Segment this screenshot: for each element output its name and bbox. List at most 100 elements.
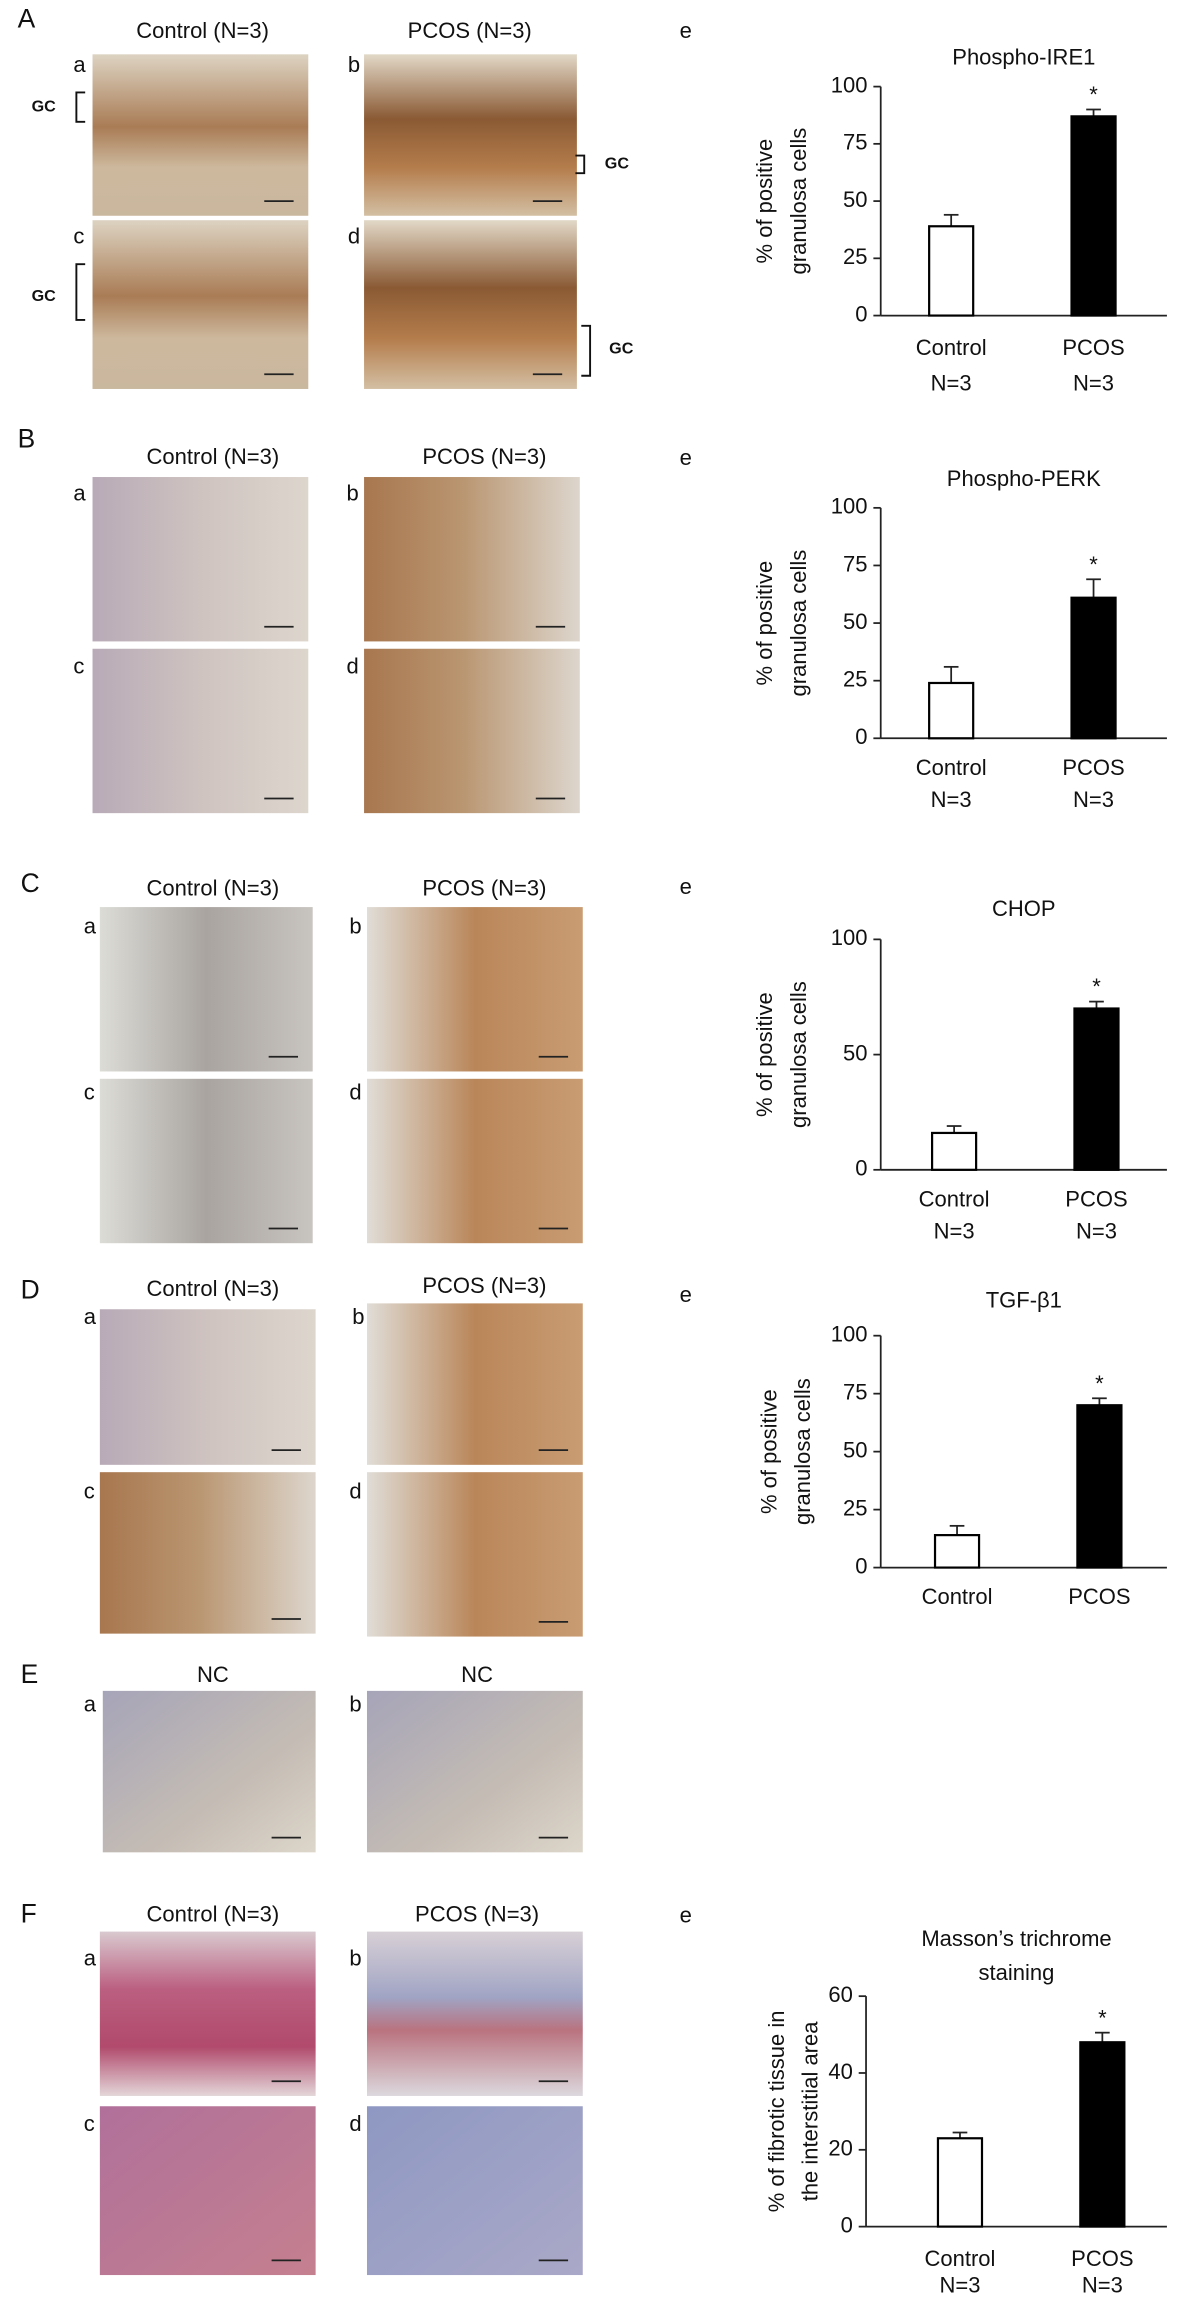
panel-label: e: [680, 18, 692, 43]
sublabel: d: [346, 654, 358, 679]
micrograph: [366, 1472, 583, 1637]
micrograph: [102, 1690, 316, 1853]
panel-header: PCOS (N=3): [422, 875, 546, 900]
sublabel: c: [84, 1479, 95, 1504]
micrograph: [99, 1309, 316, 1465]
y-tick-label: 40: [828, 2059, 852, 2084]
micrograph: [99, 1472, 316, 1634]
sublabel: d: [349, 1079, 361, 1104]
x-tick-label: Control: [919, 1186, 990, 1211]
panel-letter: B: [18, 423, 36, 453]
micrograph: [92, 54, 309, 216]
x-tick-label: Control: [922, 1584, 993, 1609]
y-tick-label: 50: [843, 1437, 867, 1462]
sublabel: d: [348, 224, 360, 249]
y-tick-label: 0: [855, 1156, 867, 1181]
panel-header: Control (N=3): [147, 1901, 280, 1926]
panel-letter: A: [18, 4, 36, 34]
gc-bracket: [75, 263, 86, 321]
bar: [933, 1534, 981, 1569]
micrograph: [99, 1931, 316, 2096]
gc-label: GC: [609, 340, 634, 358]
sublabel: a: [73, 52, 86, 77]
sublabel: b: [349, 913, 361, 938]
bar: [928, 681, 975, 740]
micrograph: [366, 1931, 583, 2096]
micrograph: [366, 1303, 583, 1465]
bar: [1073, 1007, 1120, 1171]
panel-letter: E: [21, 1659, 39, 1689]
gc-bracket: [581, 324, 592, 377]
chart-title: Phospho-PERK: [947, 466, 1101, 491]
chart-title: CHOP: [992, 896, 1056, 921]
panel-header: NC: [461, 1662, 493, 1687]
y-tick-label: 100: [831, 494, 868, 519]
micrograph: [364, 54, 577, 216]
sublabel: a: [84, 1304, 97, 1329]
sublabel: c: [73, 654, 84, 679]
y-axis-label: % of fibrotic tissue in: [764, 2011, 789, 2213]
y-tick-label: 0: [855, 1553, 867, 1578]
y-tick-label: 60: [828, 1982, 852, 2007]
sublabel: b: [346, 480, 358, 505]
n-label: N=3: [1082, 2273, 1123, 2298]
y-axis-label: % of positive: [752, 561, 777, 686]
chart-title: Masson’s trichrome: [921, 1926, 1111, 1951]
n-label: N=3: [1073, 370, 1114, 395]
y-axis-label: granulosa cells: [790, 1378, 815, 1525]
micrograph: [366, 907, 583, 1072]
y-axis-label: % of positive: [756, 1389, 781, 1514]
x-tick-label: PCOS: [1065, 1186, 1127, 1211]
micrograph: [99, 1078, 313, 1244]
panel-letter: F: [21, 1898, 37, 1928]
x-tick-label: Control: [916, 755, 987, 780]
panel-label: e: [680, 1282, 692, 1307]
micrograph: [366, 1078, 583, 1244]
sublabel: a: [84, 1691, 97, 1716]
bar: [1079, 2041, 1126, 2228]
panel-letter: C: [21, 868, 40, 898]
x-tick-label: PCOS: [1062, 335, 1124, 360]
panel-header: Control (N=3): [136, 18, 269, 43]
y-tick-label: 100: [831, 1321, 868, 1346]
n-label: N=3: [939, 2273, 980, 2298]
y-axis-label: granulosa cells: [786, 128, 811, 275]
gc-bracket: [575, 154, 586, 175]
y-tick-label: 75: [843, 551, 867, 576]
sublabel: d: [349, 2111, 361, 2136]
y-tick-label: 100: [831, 925, 868, 950]
sublabel: b: [349, 1945, 361, 1970]
x-tick-label: Control: [916, 335, 987, 360]
n-label: N=3: [931, 370, 972, 395]
y-tick-label: 25: [843, 666, 867, 691]
panel-letter: D: [21, 1275, 40, 1305]
chart-title: TGF-β1: [986, 1288, 1062, 1313]
y-axis-label: the interstitial area: [798, 2021, 823, 2202]
significance-marker: *: [1098, 2005, 1107, 2030]
sublabel: b: [349, 1691, 361, 1716]
bar: [1070, 115, 1117, 317]
n-label: N=3: [934, 1219, 975, 1244]
micrograph: [366, 2106, 583, 2276]
y-axis-label: % of positive: [752, 139, 777, 264]
micrograph: [92, 220, 309, 389]
panel-label: e: [680, 874, 692, 899]
sublabel: c: [73, 224, 84, 249]
panel-label: e: [680, 1903, 692, 1928]
sublabel: d: [349, 1479, 361, 1504]
panel-header: PCOS (N=3): [415, 1901, 539, 1926]
gc-label: GC: [605, 155, 630, 173]
significance-marker: *: [1089, 82, 1098, 107]
y-tick-label: 75: [843, 130, 867, 155]
y-tick-label: 25: [843, 244, 867, 269]
n-label: N=3: [1076, 1219, 1117, 1244]
x-tick-label: Control: [925, 2246, 996, 2271]
bar: [928, 225, 975, 317]
bar: [1076, 1404, 1123, 1569]
gc-label: GC: [32, 287, 57, 305]
micrograph: [364, 220, 577, 389]
micrograph: [99, 907, 313, 1072]
sublabel: a: [84, 1945, 97, 1970]
